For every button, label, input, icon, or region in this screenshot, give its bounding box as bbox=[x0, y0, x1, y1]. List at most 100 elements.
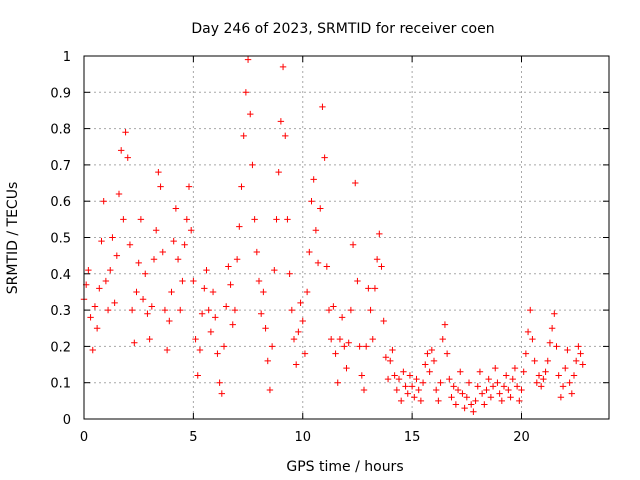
data-point bbox=[98, 237, 105, 245]
data-point bbox=[131, 339, 138, 346]
y-tick-label: 1 bbox=[63, 50, 71, 65]
data-point bbox=[557, 394, 565, 401]
data-point bbox=[142, 270, 149, 277]
data-point bbox=[179, 277, 186, 285]
data-point bbox=[181, 241, 188, 248]
data-point bbox=[467, 401, 475, 408]
data-point bbox=[277, 118, 285, 125]
data-point bbox=[461, 404, 468, 412]
data-point bbox=[562, 364, 569, 372]
data-point bbox=[395, 375, 403, 383]
data-point bbox=[448, 394, 455, 401]
data-point bbox=[236, 223, 243, 230]
data-point bbox=[161, 306, 169, 314]
data-point bbox=[397, 397, 405, 405]
data-point bbox=[459, 390, 466, 397]
data-point bbox=[247, 110, 254, 118]
data-point bbox=[535, 372, 543, 379]
data-point bbox=[520, 368, 527, 376]
y-tick-label: 0.8 bbox=[50, 123, 71, 138]
data-point bbox=[257, 310, 265, 317]
data-point bbox=[312, 227, 320, 234]
y-tick-label: 0.6 bbox=[50, 195, 71, 210]
data-point bbox=[275, 168, 282, 176]
data-point bbox=[489, 383, 497, 390]
data-point bbox=[150, 256, 158, 263]
data-point bbox=[389, 346, 396, 354]
data-point bbox=[253, 248, 261, 256]
data-point bbox=[288, 306, 296, 314]
data-point bbox=[102, 277, 110, 285]
data-point bbox=[124, 154, 131, 161]
data-point bbox=[271, 266, 278, 274]
x-tick-label: 15 bbox=[404, 430, 421, 445]
data-point bbox=[212, 314, 219, 321]
data-point bbox=[139, 296, 147, 303]
data-point bbox=[306, 248, 313, 256]
data-point bbox=[297, 299, 304, 307]
data-point bbox=[292, 361, 300, 368]
data-point bbox=[478, 390, 486, 397]
data-point bbox=[104, 306, 112, 314]
data-point bbox=[323, 263, 331, 270]
data-point bbox=[233, 256, 241, 263]
data-point bbox=[474, 383, 481, 390]
data-point bbox=[301, 350, 309, 357]
data-point bbox=[463, 394, 471, 401]
data-point bbox=[295, 328, 302, 336]
data-point bbox=[555, 372, 562, 379]
data-point bbox=[155, 168, 162, 176]
data-point bbox=[356, 343, 363, 350]
data-point bbox=[424, 350, 431, 357]
data-point bbox=[408, 383, 416, 390]
data-point bbox=[537, 383, 545, 390]
data-point bbox=[494, 379, 501, 386]
data-point bbox=[496, 390, 503, 397]
data-point bbox=[238, 183, 245, 190]
data-point bbox=[327, 335, 335, 343]
data-point bbox=[310, 176, 317, 183]
data-point bbox=[531, 357, 538, 365]
data-point bbox=[476, 368, 484, 376]
data-point bbox=[524, 328, 532, 336]
data-point bbox=[244, 56, 252, 63]
data-point bbox=[170, 237, 177, 245]
data-point bbox=[454, 386, 462, 394]
x-axis-ticks: 0 5 10 15 20 bbox=[80, 56, 530, 445]
data-point bbox=[222, 303, 230, 310]
data-point bbox=[240, 132, 247, 140]
data-point bbox=[148, 303, 156, 310]
data-point bbox=[540, 375, 547, 383]
data-point bbox=[336, 335, 344, 343]
data-point bbox=[422, 361, 429, 368]
data-point bbox=[152, 227, 160, 234]
data-point bbox=[338, 314, 346, 321]
data-point bbox=[85, 266, 92, 274]
data-point bbox=[146, 335, 153, 343]
data-point bbox=[446, 375, 453, 383]
data-point bbox=[203, 266, 210, 274]
data-point bbox=[120, 216, 127, 223]
x-tick-label: 10 bbox=[294, 430, 311, 445]
data-point bbox=[299, 317, 306, 325]
data-point bbox=[492, 364, 499, 372]
data-point bbox=[177, 306, 184, 314]
data-point bbox=[513, 383, 521, 390]
data-point bbox=[387, 357, 394, 365]
data-point bbox=[544, 357, 551, 365]
data-point bbox=[419, 379, 427, 386]
x-axis-label: GPS time / hours bbox=[286, 459, 403, 475]
data-point bbox=[242, 89, 250, 96]
data-point bbox=[426, 368, 433, 376]
x-tick-label: 20 bbox=[513, 430, 530, 445]
scatter-points bbox=[80, 56, 586, 415]
y-tick-label: 0.4 bbox=[50, 268, 71, 283]
x-tick-label: 0 bbox=[80, 430, 88, 445]
data-point bbox=[100, 198, 107, 205]
data-point bbox=[564, 346, 571, 354]
data-point bbox=[192, 335, 199, 343]
data-point bbox=[91, 303, 99, 310]
data-point bbox=[231, 306, 239, 314]
data-point bbox=[511, 364, 519, 372]
y-tick-label: 0 bbox=[63, 413, 71, 428]
